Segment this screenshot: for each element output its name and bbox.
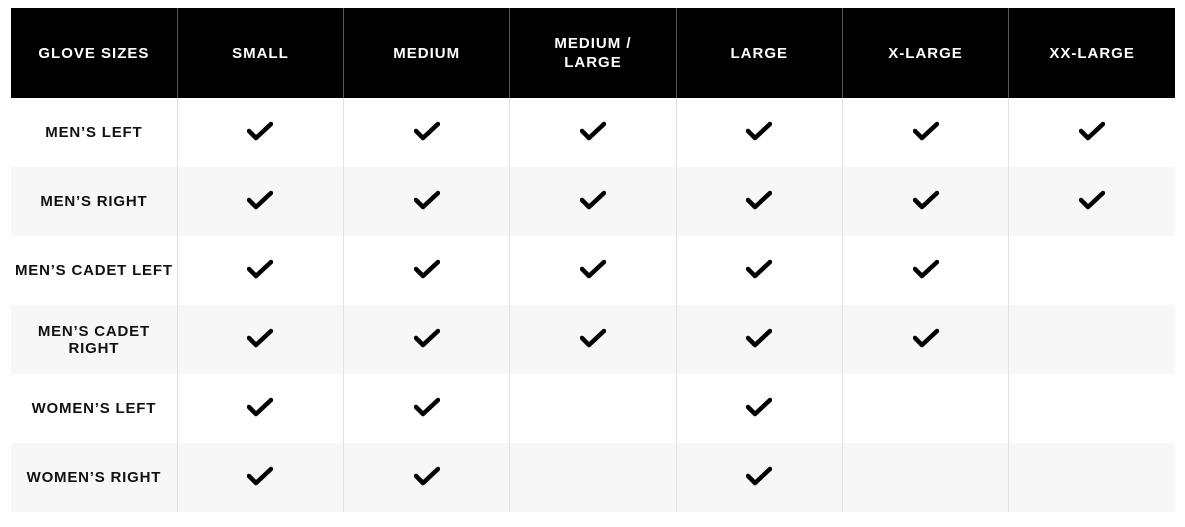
size-cell [1008,443,1175,512]
size-cell [1008,236,1175,305]
size-cell [509,374,677,443]
size-cell [1008,98,1175,167]
row-label: MEN’S RIGHT [11,167,178,236]
checkmark-icon [413,121,440,140]
checkmark-icon [247,397,274,416]
size-cell [343,236,510,305]
header-size: MEDIUM [343,8,510,98]
row-label: MEN’S LEFT [45,124,143,141]
size-cell [1008,305,1175,374]
checkmark-icon [247,121,274,140]
checkmark-icon [413,190,440,209]
checkmark-icon [247,466,274,485]
size-cell [343,374,510,443]
row-label: MEN’S CADET LEFT [14,262,173,279]
size-cell [509,167,677,236]
checkmark-icon [912,259,939,278]
size-cell [841,374,1009,443]
header-glove-sizes: GLOVE SIZES [11,8,178,98]
size-cell [343,98,510,167]
size-cell [841,443,1009,512]
size-cell [343,167,510,236]
header-row: GLOVE SIZES SMALL MEDIUM MEDIUM / LARGE LARG… [11,8,1175,98]
row-label: WOMEN’S RIGHT [11,443,178,512]
size-cell [1008,167,1175,236]
size-cell [841,305,1009,374]
checkmark-icon [247,328,274,347]
size-cell [509,305,677,374]
header-size: SMALL [176,8,344,98]
table-row: WOMEN’S RIGHT [11,443,1175,512]
checkmark-icon [579,121,606,140]
table-row: MEN’S RIGHT [11,167,1175,236]
checkmark-icon [746,190,773,209]
header-size: MEDIUM / LARGE [509,8,677,98]
size-cell [509,98,677,167]
checkmark-icon [746,397,773,416]
checkmark-icon [247,190,274,209]
size-cell [675,443,843,512]
size-cell [841,167,1009,236]
checkmark-icon [579,190,606,209]
size-cell [841,236,1009,305]
size-cell [176,305,344,374]
glove-size-table: GLOVE SIZES SMALL MEDIUM MEDIUM / LARGE LARG… [11,8,1175,512]
checkmark-icon [746,466,773,485]
header-size: X-LARGE [841,8,1009,98]
checkmark-icon [746,328,773,347]
row-label: WOMEN’S LEFT [31,400,157,417]
size-cell [509,236,677,305]
size-cell [343,443,510,512]
table-row: MEN’S CADET LEFT [11,236,1175,305]
size-cell [509,443,677,512]
size-cell [675,167,843,236]
checkmark-icon [579,328,606,347]
size-cell [675,374,843,443]
size-cell [176,443,344,512]
checkmark-icon [579,259,606,278]
checkmark-icon [1079,190,1106,209]
table-row: WOMEN’S LEFT [11,374,1175,443]
header-size: XX-LARGE [1008,8,1175,98]
size-cell [1008,374,1175,443]
table-row: MEN’S LEFT [11,98,1175,167]
size-cell [675,305,843,374]
table-row: MEN’S CADET RIGHT [11,305,1175,374]
checkmark-icon [247,259,274,278]
checkmark-icon [746,259,773,278]
size-cell [176,98,344,167]
checkmark-icon [413,259,440,278]
checkmark-icon [912,190,939,209]
size-cell [675,236,843,305]
header-size: LARGE [675,8,843,98]
checkmark-icon [413,466,440,485]
size-cell [343,305,510,374]
checkmark-icon [912,328,939,347]
checkmark-icon [413,328,440,347]
size-cell [176,236,344,305]
checkmark-icon [1079,121,1106,140]
checkmark-icon [413,397,440,416]
size-cell [176,167,344,236]
checkmark-icon [912,121,939,140]
size-cell [841,98,1009,167]
row-label: MEN’S CADET RIGHT [11,305,178,374]
checkmark-icon [746,121,773,140]
size-cell [675,98,843,167]
size-cell [176,374,344,443]
